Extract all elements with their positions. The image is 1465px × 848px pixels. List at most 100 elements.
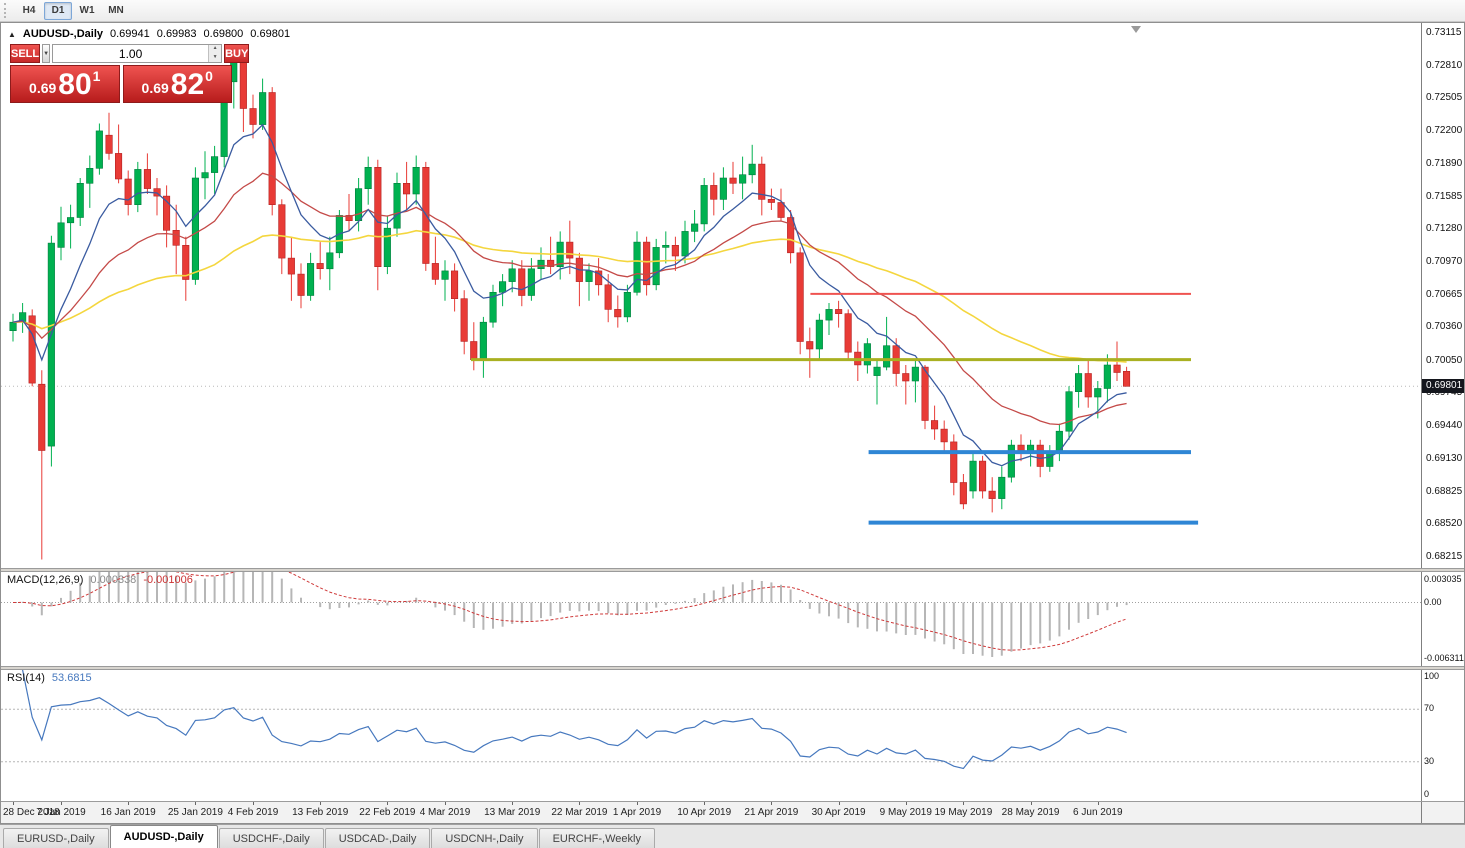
- rsi-chart: [1, 670, 1421, 770]
- rsi-axis[interactable]: 100 70 30 0: [1421, 670, 1464, 801]
- tab-label: EURCHF-,Weekly: [552, 832, 641, 845]
- time-axis-label: 30 Apr 2019: [811, 807, 866, 818]
- price-axis-label: 0.68825: [1426, 485, 1463, 497]
- timeframe-w1-button[interactable]: W1: [73, 2, 101, 20]
- time-axis-label: 13 Mar 2019: [484, 807, 541, 818]
- sell-button[interactable]: SELL: [10, 44, 41, 63]
- volume-dropdown-button[interactable]: ▼: [42, 44, 51, 63]
- price-axis-label: 0.68215: [1426, 550, 1463, 562]
- chevron-down-icon: ▼: [43, 50, 50, 57]
- time-axis-label: 10 Apr 2019: [677, 807, 732, 818]
- price-axis-label: 0.70970: [1426, 256, 1463, 268]
- volume-increase-button[interactable]: ▲: [209, 45, 222, 54]
- timeframe-h4-button[interactable]: H4: [15, 2, 43, 20]
- rsi-axis-label: 70: [1424, 703, 1435, 714]
- buy-price-main: 82: [170, 68, 205, 101]
- chart-window: ▲ AUDUSD-,Daily 0.69941 0.69983 0.69800 …: [0, 22, 1465, 824]
- time-axis-tick: [637, 802, 638, 805]
- macd-axis[interactable]: 0.003035 0.00 -0.006311: [1421, 572, 1464, 666]
- rsi-plot[interactable]: RSI(14) 53.6815: [1, 670, 1421, 801]
- time-axis-label: 13 Feb 2019: [292, 807, 349, 818]
- chart-shift-marker[interactable]: [1131, 26, 1141, 33]
- time-axis-tick: [1097, 802, 1099, 805]
- one-click-trading-panel: SELL ▼ ▲ ▼ BUY: [10, 44, 250, 103]
- time-axis-label: 22 Feb 2019: [359, 807, 416, 818]
- time-axis-tick: [195, 802, 197, 805]
- one-click-collapse-icon[interactable]: ▲: [8, 29, 16, 39]
- macd-name: MACD(12,26,9): [7, 574, 84, 586]
- pane-splitter[interactable]: [1, 568, 1464, 572]
- macd-signal-value: -0.001006: [143, 574, 193, 586]
- time-axis-tick: [704, 802, 706, 805]
- candlestick-chart: [1, 26, 1421, 560]
- time-axis-tick: [512, 802, 514, 805]
- time-axis-label: 22 Mar 2019: [551, 807, 608, 818]
- time-axis-tick: [61, 802, 62, 805]
- price-axis-label: 0.72200: [1426, 124, 1463, 136]
- ma-8-line: [12, 123, 1127, 467]
- main-chart-plot[interactable]: ▲ AUDUSD-,Daily 0.69941 0.69983 0.69800 …: [1, 23, 1421, 568]
- time-axis-label: 16 Jan 2019: [100, 807, 156, 818]
- timeframe-mn-button[interactable]: MN: [102, 2, 130, 20]
- ohlc-low: 0.69800: [203, 28, 244, 40]
- toolbar-grip-icon: [4, 3, 10, 18]
- ohlc-close: 0.69801: [250, 28, 291, 40]
- tab-label: USDCHF-,Daily: [232, 832, 310, 845]
- tab-usdcnh-daily[interactable]: USDCNH-,Daily: [431, 828, 538, 848]
- price-axis-label: 0.72505: [1426, 92, 1463, 104]
- volume-spinner: ▲ ▼: [208, 45, 222, 62]
- sell-price-prefix: 0.69: [29, 80, 57, 96]
- time-axis[interactable]: 28 Dec 2018 7 Jan 2019 16 Jan 2019 25 Jan 2…: [1, 802, 1421, 823]
- rsi-label: RSI(14) 53.6815: [7, 672, 92, 684]
- time-axis-row: 28 Dec 2018 7 Jan 2019 16 Jan 2019 25 Jan 2…: [1, 801, 1464, 823]
- rsi-line: [22, 670, 1127, 770]
- sell-price-button[interactable]: 0.69 80 1: [10, 65, 120, 103]
- ma-21-line: [12, 172, 1127, 426]
- time-axis-label: 4 Feb 2019: [227, 807, 279, 818]
- time-axis-corner: [1421, 802, 1464, 823]
- time-axis-label: 25 Jan 2019: [167, 807, 223, 818]
- price-axis[interactable]: 0.69801 0.73115 0.72810 0.72505 0.72200 0.71…: [1421, 23, 1464, 568]
- chart-title: AUDUSD-,Daily: [22, 28, 103, 40]
- time-axis-label: 28 May 2019: [1001, 807, 1060, 818]
- tab-audusd-daily[interactable]: AUDUSD-,Daily: [109, 825, 218, 848]
- price-axis-label: 0.69130: [1426, 452, 1463, 464]
- volume-decrease-button[interactable]: ▼: [209, 53, 222, 62]
- chart-tabbar: EURUSD-,Daily AUDUSD-,Daily USDCHF-,Dail…: [0, 824, 1465, 848]
- buy-button[interactable]: BUY: [224, 44, 250, 63]
- tab-eurusd-daily[interactable]: EURUSD-,Daily: [3, 828, 109, 848]
- pane-splitter[interactable]: [1, 666, 1464, 670]
- tab-usdcad-daily[interactable]: USDCAD-,Daily: [324, 828, 431, 848]
- buy-price-button[interactable]: 0.69 82 0: [122, 65, 232, 103]
- time-axis-tick: [128, 802, 130, 805]
- macd-signal-line: [12, 572, 1127, 651]
- macd-plot[interactable]: MACD(12,26,9) 0.000338 -0.001006: [1, 572, 1421, 666]
- price-axis-label: 0.69440: [1426, 419, 1463, 431]
- macd-chart: [1, 572, 1421, 657]
- rsi-axis-label: 0: [1424, 789, 1430, 799]
- tab-usdchf-daily[interactable]: USDCHF-,Daily: [218, 828, 324, 848]
- time-axis-tick: [445, 802, 446, 805]
- tab-label: USDCNH-,Daily: [445, 832, 524, 845]
- rsi-axis-label: 100: [1424, 671, 1440, 681]
- price-axis-label: 0.70360: [1426, 321, 1463, 333]
- timeframe-d1-button[interactable]: D1: [44, 1, 72, 20]
- volume-input[interactable]: [53, 45, 209, 62]
- price-axis-label: 0.71890: [1426, 157, 1463, 169]
- time-axis-tick: [320, 802, 322, 805]
- price-axis-label: 0.70665: [1426, 288, 1463, 300]
- sell-price-main: 80: [58, 68, 92, 101]
- time-axis-tick: [253, 802, 254, 805]
- time-axis-label: 4 Mar 2019: [419, 807, 471, 818]
- macd-axis-label: -0.006311: [1424, 653, 1464, 663]
- tab-eurchf-weekly[interactable]: EURCHF-,Weekly: [538, 828, 655, 848]
- time-axis-tick: [771, 802, 773, 805]
- volume-field: ▲ ▼: [52, 44, 223, 63]
- chart-ohlc-header: ▲ AUDUSD-,Daily 0.69941 0.69983 0.69800 …: [8, 28, 290, 40]
- time-axis-tick: [579, 802, 581, 805]
- time-axis-label: 19 May 2019: [934, 807, 993, 818]
- time-axis-tick: [387, 802, 389, 805]
- candles: [9, 44, 1131, 560]
- time-axis-tick: [1030, 802, 1032, 805]
- price-axis-label: 0.68520: [1426, 518, 1463, 530]
